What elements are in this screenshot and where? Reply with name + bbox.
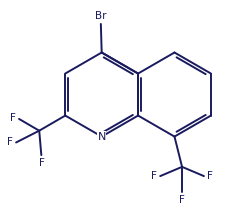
- Text: F: F: [151, 171, 157, 181]
- Text: Br: Br: [95, 11, 107, 21]
- Text: F: F: [10, 113, 16, 123]
- Text: F: F: [7, 137, 13, 148]
- Text: F: F: [39, 158, 45, 168]
- Text: F: F: [207, 171, 213, 181]
- Text: N: N: [98, 132, 106, 141]
- Text: F: F: [179, 195, 185, 205]
